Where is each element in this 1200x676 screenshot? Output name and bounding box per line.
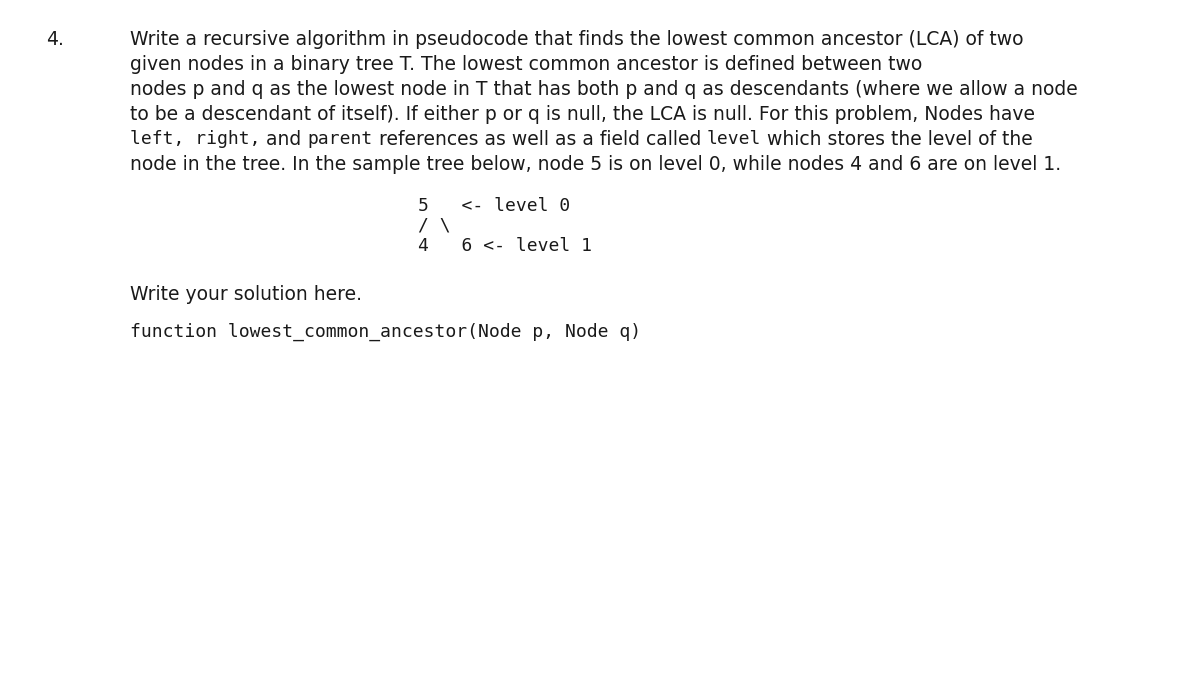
Text: Write a recursive algorithm in pseudocode that finds the lowest common ancestor : Write a recursive algorithm in pseudocod… (130, 30, 1024, 49)
Text: given nodes in a binary tree T. The lowest common ancestor is defined between tw: given nodes in a binary tree T. The lowe… (130, 55, 922, 74)
Text: to be a descendant of itself). If either p or q is null, the LCA is null. For th: to be a descendant of itself). If either… (130, 105, 1034, 124)
Text: / \: / \ (418, 217, 450, 235)
Text: node in the tree. In the sample tree below, node 5 is on level 0, while nodes 4 : node in the tree. In the sample tree bel… (130, 155, 1061, 174)
Text: and: and (260, 130, 307, 149)
Text: parent: parent (307, 130, 372, 148)
Text: references as well as a field called: references as well as a field called (373, 130, 707, 149)
Text: 4.: 4. (46, 30, 64, 49)
Text: Write your solution here.: Write your solution here. (130, 285, 361, 304)
Text: which stores the level of the: which stores the level of the (761, 130, 1033, 149)
Text: level: level (707, 130, 761, 148)
Text: 5   <- level 0: 5 <- level 0 (418, 197, 570, 215)
Text: function lowest_common_ancestor(Node p, Node q): function lowest_common_ancestor(Node p, … (130, 323, 641, 341)
Text: 4   6 <- level 1: 4 6 <- level 1 (418, 237, 592, 255)
Text: nodes p and q as the lowest node in T that has both p and q as descendants (wher: nodes p and q as the lowest node in T th… (130, 80, 1078, 99)
Text: left, right,: left, right, (130, 130, 260, 148)
